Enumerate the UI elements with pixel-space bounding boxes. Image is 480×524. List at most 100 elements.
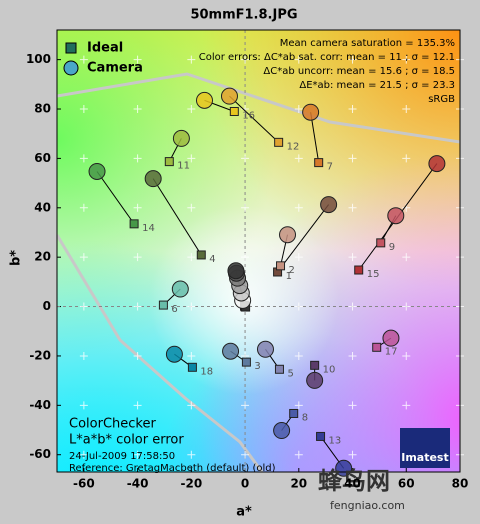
grid-cross [79,401,88,410]
error-connector [277,204,330,273]
ideal-point [274,364,284,374]
x-tick-label: -20 [180,477,202,491]
logo-box [400,428,450,468]
grid-cross [79,105,88,114]
stats-line: ΔC*ab uncorr: mean = 15.6 ; σ = 18.5 [263,66,455,77]
grid-cross [241,55,250,64]
grid-cross [79,351,88,360]
grid-cross [187,105,196,114]
gamut-line [57,72,460,144]
grid-cross [133,154,142,163]
grid-cross [187,55,196,64]
grid-cross [294,253,303,262]
watermark: Imatest 蜂鸟网 fengniao.com [318,428,450,512]
patch-label: 12 [287,141,300,152]
patch-label: 18 [200,366,213,377]
grid-cross [402,351,411,360]
watermark-url: fengniao.com [330,499,405,512]
plot-frame [56,29,461,473]
error-connector [310,112,320,163]
grid-cross [79,55,88,64]
ideal-point [289,408,299,418]
camera-point [144,170,162,188]
camera-point [171,280,189,298]
ideal-point [376,238,386,248]
ideal-point [229,106,239,116]
ideal-point [314,158,324,168]
patch-label: 3 [254,361,260,372]
grid-cross [133,450,142,459]
error-connector [96,171,135,225]
grid-cross [294,351,303,360]
grid-cross [187,302,196,311]
y-axis-label: b* [9,250,24,266]
watermark-text: 蜂鸟网 [318,467,390,495]
y-tick-label: 40 [34,200,51,214]
grid-cross [187,351,196,360]
grid-cross [294,302,303,311]
grid-cross [133,105,142,114]
grid-cross [133,302,142,311]
patch-label: 9 [389,242,395,253]
y-tick-label: 20 [34,250,51,264]
grid-cross [402,253,411,262]
grid-cross [348,302,357,311]
patch-label: 1 [286,271,292,282]
stats-line: Mean camera saturation = 135.3% [280,38,455,49]
y-tick-label: 0 [43,299,51,313]
note: ColorChecker [69,417,156,432]
ideal-point [372,342,382,352]
camera-point [382,329,400,347]
plot-background [57,30,460,472]
grid-cross [241,154,250,163]
grid-cross [402,401,411,410]
patch-label: 7 [327,162,333,173]
stats-line: sRGB [428,94,455,105]
watermark-logo: Imatest [401,451,449,464]
grid-cross [348,401,357,410]
grid-cross [348,154,357,163]
x-tick-label: -40 [127,477,149,491]
ideal-point [310,360,320,370]
patch-label: 13 [329,435,342,446]
grid-cross [402,55,411,64]
grid-cross [79,203,88,212]
ideal-point [196,250,206,260]
note: Reference: GretagMacbeth (default) (old) [69,463,276,474]
grid-cross [402,154,411,163]
grid-cross [348,351,357,360]
grid-cross [187,450,196,459]
ideal-point [164,157,174,167]
grid-cross [241,105,250,114]
x-tick-label: 80 [452,477,469,491]
patch-label: 10 [323,364,336,375]
plot-layer: 123456789101112131415161718IdealCameraMe… [57,30,464,477]
grid-cross [241,203,250,212]
grid-cross [187,401,196,410]
grid-cross [348,105,357,114]
legend-marker [63,60,79,76]
grid-cross [402,105,411,114]
chart-title: 50mmF1.8.JPG [190,8,297,23]
ideal-point [241,357,251,367]
grid-cross [348,55,357,64]
y-tick-label: -40 [29,398,51,412]
patch-label: 8 [302,412,308,423]
patch-label: 2 [289,265,295,276]
ideal-point [316,431,326,441]
x-tick-label: 0 [241,477,249,491]
legend-label: Ideal [87,41,123,56]
camera-point [165,345,183,363]
error-connector [229,95,279,143]
note: 24-Jul-2009 17:58:50 [69,451,175,462]
grid-cross [348,253,357,262]
camera-point [273,422,291,440]
grid-cross [241,253,250,262]
error-connector [152,178,202,256]
camera-point [279,226,297,244]
patch-label: 14 [142,223,155,234]
legend-marker [65,42,77,54]
grid-cross [348,203,357,212]
